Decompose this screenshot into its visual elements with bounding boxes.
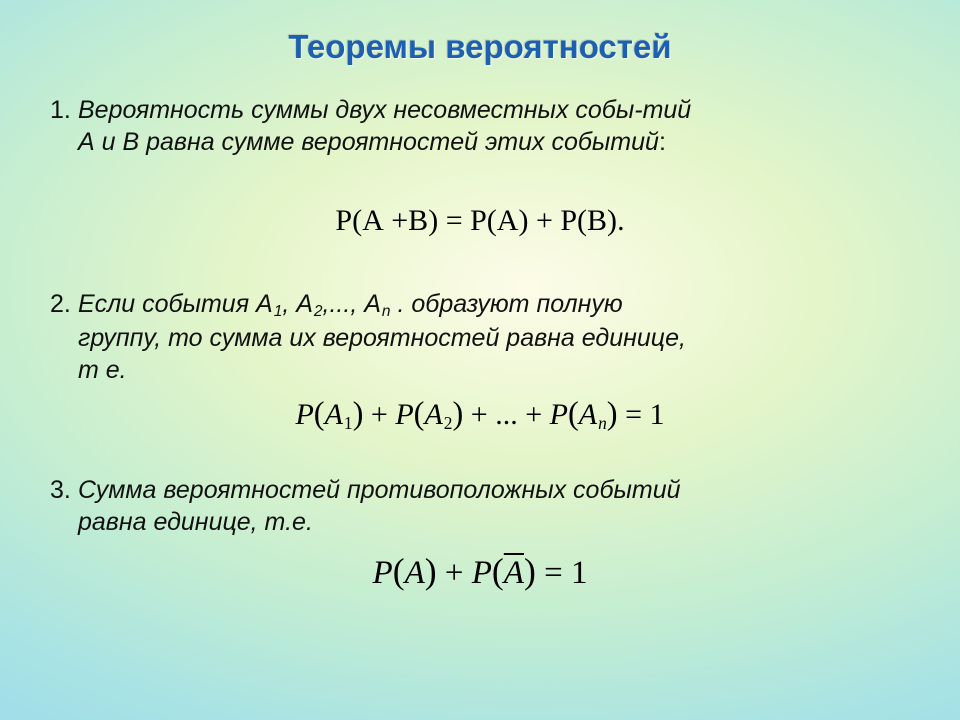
f3-lp1: ( [393,551,405,591]
theorem-1-colon: : [659,128,666,156]
f1-eq: = [438,204,470,237]
f1-pb: Р(В) [560,204,617,237]
f3-plus: + [437,555,472,591]
f3-lp2: ( [492,551,504,591]
theorem-3-text: Сумма вероятностей противоположных событ… [78,474,910,538]
t2-line3: т е. [78,356,127,384]
theorem-3: 3. Сумма вероятностей противоположных со… [50,474,910,538]
f2-p1: P [295,398,313,431]
t2-after1: . образуют полную [391,290,623,318]
slide-title: Теоремы вероятностей [50,28,910,66]
formula-2: P(A1) + P(A2) + ... + P(An) = 1 [50,396,910,434]
f2-one: 1 [650,398,665,431]
f2-sn: n [597,413,607,433]
f1-lhs: Р(А +В) [335,204,438,237]
formula-3-expr: P(A) + P(A) = 1 [373,555,588,591]
theorem-2-number: 2. [50,288,78,386]
theorem-1: 1. Вероятность суммы двух несовместных с… [50,94,910,158]
theorem-3-number: 3. [50,474,78,538]
theorem-2-text: Если события А1, А2,..., Аn . образуют п… [78,288,910,386]
f2-p2: P [395,398,413,431]
f1-dot: . [617,204,625,237]
slide: Теоремы вероятностей 1. Вероятность сумм… [0,0,960,720]
f3-abar: A [504,555,524,591]
f3-eq: = [536,555,571,591]
f2-s1: 1 [343,413,353,433]
t2-before: Если события А [78,290,273,318]
t3-line1: Сумма вероятностей противоположных событ… [78,476,681,504]
t2-sub1: 1 [273,303,283,320]
t3-line2: равна единице, т.е. [78,508,313,536]
f2-lp3: ( [568,396,579,432]
theorem-1-line2: А и В равна сумме вероятностей этих собы… [78,128,659,156]
f3-p2: P [472,555,492,591]
f2-eq: = [618,398,650,431]
f3-rp2: ) [524,551,536,591]
t2-line2: группу, то сумма их вероятностей равна е… [78,324,686,352]
f1-plus: + [528,204,560,237]
formula-1-expr: Р(А +В) = Р(А) + Р(В). [335,204,624,237]
theorem-2: 2. Если события А1, А2,..., Аn . образую… [50,288,910,386]
f2-dots: + ... + [463,398,549,431]
theorem-1-line1: Вероятность суммы двух несовместных собы… [78,96,691,124]
f2-plus1: + [363,398,395,431]
t2-sub2: 2 [313,303,323,320]
f2-s2: 2 [443,413,453,433]
f2-rp3: ) [607,396,618,432]
f2-lp1: ( [314,396,325,432]
t2-sep1: , А [282,290,313,318]
t2-sub3: n [381,303,391,320]
theorem-1-text: Вероятность суммы двух несовместных собы… [78,94,910,158]
formula-3: P(A) + P(A) = 1 [50,550,910,592]
f2-p3: P [550,398,568,431]
f2-a3: A [579,398,597,431]
f3-rp1: ) [425,551,437,591]
f2-a2: A [424,398,442,431]
f2-a1: A [325,398,343,431]
f2-lp2: ( [414,396,425,432]
f2-rp2: ) [453,396,464,432]
t2-sep2: ,..., А [323,290,381,318]
f3-p1: P [373,555,393,591]
formula-2-expr: P(A1) + P(A2) + ... + P(An) = 1 [295,398,664,431]
formula-1: Р(А +В) = Р(А) + Р(В). [50,204,910,238]
f2-rp1: ) [353,396,364,432]
f1-pa: Р(А) [470,204,528,237]
theorem-1-number: 1. [50,94,78,158]
f3-a1: A [405,555,425,591]
f3-one: 1 [571,555,588,591]
